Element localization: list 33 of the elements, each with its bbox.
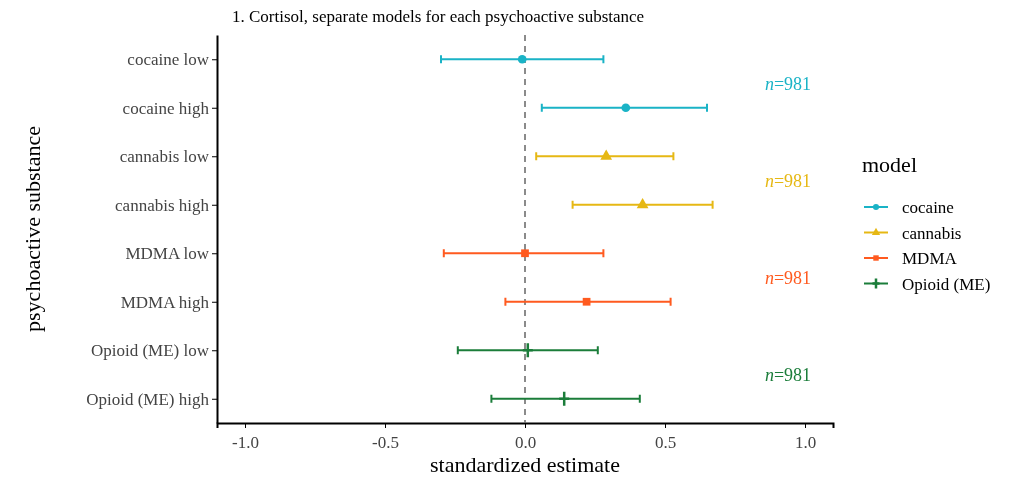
annotation: n=981: [764, 364, 812, 385]
y-tick-label: cannabis low: [119, 147, 210, 167]
x-tick-label: 0.0: [514, 433, 537, 452]
x-tick-label: -0.5: [372, 433, 399, 452]
y-tick-label: MDMA high: [120, 292, 210, 312]
x-axis-title: standardized estimate: [430, 452, 620, 477]
y-tick-label: Opioid (ME) low: [90, 341, 210, 361]
annotation: n=981: [764, 170, 812, 191]
x-tick-label: -1.0: [232, 433, 259, 452]
point: [521, 249, 529, 258]
point: [557, 390, 571, 407]
y-tick-label: cocaine high: [122, 98, 210, 118]
legend-label: cannabis: [902, 223, 962, 243]
annotation: n=981: [764, 73, 812, 94]
point: [636, 197, 649, 209]
legend-label: MDMA: [902, 249, 958, 268]
x-tick-label: 1.0: [794, 433, 817, 452]
point: [521, 342, 535, 359]
legend-label: Opioid (ME): [902, 274, 991, 294]
point: [600, 149, 613, 160]
point: [582, 297, 591, 306]
chart-title: 1. Cortisol, separate models for each psychoactive substance: [232, 7, 645, 26]
y-axis-title: psychoactive substance: [20, 126, 45, 332]
y-tick-label: MDMA low: [125, 244, 210, 264]
y-tick-label: cannabis high: [115, 195, 210, 215]
y-tick-label: Opioid (ME) high: [86, 389, 210, 409]
legend-title: model: [862, 152, 917, 177]
x-tick-label: 0.5: [654, 433, 677, 452]
point: [517, 54, 527, 64]
legend-label: cocaine: [902, 198, 954, 217]
point: [621, 103, 631, 113]
annotation: n=981: [764, 267, 812, 288]
y-tick-label: cocaine low: [127, 50, 210, 70]
